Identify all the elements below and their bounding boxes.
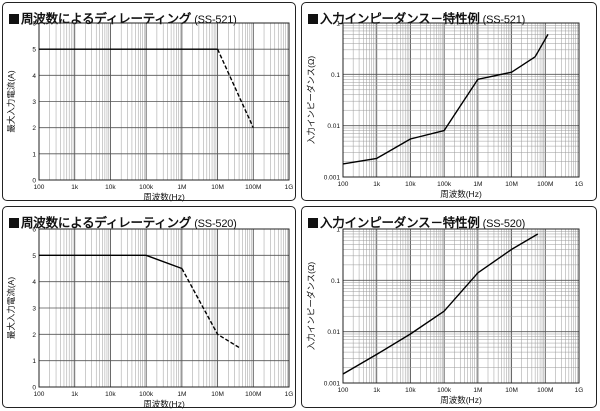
derating-chart: 100 1k 10k 100k 1M 10M 100M 1G 0 1 2 3 4 5 6 周波数(Hz) 最大入… <box>6 21 294 203</box>
y-tick-label: 1 <box>32 358 36 365</box>
y-tick-label: 0 <box>32 385 36 392</box>
impedance-chart: 100 1k 10k 100k 1M 10M 100M 1G 0.001 0.01 0.1 1 周波数(… <box>306 21 584 200</box>
chart-model: (SS-520) <box>194 218 237 230</box>
panel-derating-ss520: 周波数によるディレーティング (SS-520) 100 1k 10k 100k 1M 10M… <box>2 206 296 410</box>
y-tick-label: 1 <box>32 151 36 158</box>
x-tick-label: 100k <box>139 184 154 191</box>
y-tick-label: 0.01 <box>327 329 340 336</box>
plot-frame <box>342 22 580 178</box>
x-tick-label: 10M <box>211 391 224 398</box>
y-tick-label: 1 <box>336 21 340 28</box>
panel-impedance-ss521: 入力インピーダンス－特性例 (SS-521) 100 1k 10k 100k 1M 10M 1… <box>301 2 597 201</box>
x-tick-label: 100M <box>245 184 261 191</box>
x-tick-label: 100 <box>338 387 349 394</box>
x-tick-label: 1k <box>71 184 79 191</box>
series-line-dashed <box>181 268 240 349</box>
x-tick-label: 1G <box>285 184 294 191</box>
y-tick-label: 4 <box>32 73 36 80</box>
x-tick-label: 1M <box>177 184 186 191</box>
derating-chart: 100 1k 10k 100k 1M 10M 100M 1G 0 1 2 3 4 5 6 周波数(Hz) 最大入… <box>6 227 294 410</box>
x-tick-label: 10k <box>105 391 116 398</box>
y-tick-label: 0.1 <box>331 72 340 79</box>
x-tick-label: 1G <box>575 181 584 188</box>
y-axis-label: 最大入力電流(A) <box>6 70 16 133</box>
chart-title: 入力インピーダンス－特性例 (SS-520) <box>308 212 525 231</box>
square-bullet-icon <box>9 14 19 24</box>
y-tick-label: 6 <box>32 227 36 234</box>
x-tick-label: 1G <box>575 387 584 394</box>
y-axis-label: 入力インピーダンス(Ω) <box>306 262 316 351</box>
y-axis-label: 最大入力電流(A) <box>6 277 16 340</box>
x-tick-label: 10M <box>505 181 518 188</box>
x-axis-label: 周波数(Hz) <box>143 399 185 409</box>
chart-model: (SS-520) <box>482 218 526 230</box>
plot-frame <box>38 22 290 181</box>
y-tick-label: 2 <box>32 332 36 339</box>
y-tick-label: 5 <box>32 47 36 54</box>
y-tick-label: 0.001 <box>324 175 341 182</box>
x-tick-label: 1k <box>373 387 381 394</box>
x-tick-label: 100M <box>537 387 553 394</box>
series-line-dashed <box>216 48 254 128</box>
chart-title-text: 周波数によるディレーティング <box>21 216 192 230</box>
x-tick-label: 10M <box>505 387 518 394</box>
y-tick-label: 3 <box>32 99 36 106</box>
y-tick-label: 1 <box>336 227 340 234</box>
y-tick-label: 6 <box>32 21 36 28</box>
y-tick-label: 5 <box>32 253 36 260</box>
x-tick-label: 10k <box>405 181 416 188</box>
x-tick-label: 1G <box>285 391 294 398</box>
plot-frame <box>38 228 290 388</box>
x-tick-label: 100 <box>34 391 45 398</box>
chart-title: 周波数によるディレーティング (SS-520) <box>9 212 237 231</box>
x-axis-label: 周波数(Hz) <box>440 395 482 405</box>
x-tick-label: 100 <box>338 181 349 188</box>
x-tick-label: 10M <box>211 184 224 191</box>
y-tick-label: 0.1 <box>331 278 340 285</box>
y-tick-label: 4 <box>32 279 36 286</box>
y-tick-label: 0.001 <box>324 381 341 388</box>
x-tick-label: 1k <box>71 391 79 398</box>
x-tick-label: 100k <box>437 387 452 394</box>
x-tick-label: 10k <box>105 184 116 191</box>
y-tick-label: 0.01 <box>327 123 340 130</box>
x-tick-label: 100 <box>34 184 45 191</box>
panel-derating-ss521: 周波数によるディレーティング (SS-521) 100 1k 10k 100k 1M 10M… <box>2 2 296 203</box>
panel-impedance-ss520: 入力インピーダンス－特性例 (SS-520) 100 1k 10k 100k 1M 10M 1… <box>301 206 597 408</box>
series-line <box>342 233 539 375</box>
x-tick-label: 1k <box>373 181 381 188</box>
x-tick-label: 100M <box>245 391 261 398</box>
x-tick-label: 10k <box>405 387 416 394</box>
x-tick-label: 1M <box>473 387 482 394</box>
chart-title-text: 入力インピーダンス－特性例 <box>320 216 480 230</box>
y-tick-label: 3 <box>32 306 36 313</box>
series-line <box>342 34 549 165</box>
y-axis-label: 入力インピーダンス(Ω) <box>306 56 316 145</box>
x-axis-label: 周波数(Hz) <box>440 189 482 199</box>
y-tick-label: 2 <box>32 125 36 132</box>
x-tick-label: 100k <box>139 391 154 398</box>
x-tick-label: 100M <box>537 181 553 188</box>
square-bullet-icon <box>9 218 19 228</box>
square-bullet-icon <box>308 218 318 228</box>
x-axis-label: 周波数(Hz) <box>143 192 185 202</box>
impedance-chart: 100 1k 10k 100k 1M 10M 100M 1G 0.001 0.01 0.1 1 周波数(… <box>306 227 584 406</box>
square-bullet-icon <box>308 14 318 24</box>
x-tick-label: 1M <box>177 391 186 398</box>
x-tick-label: 1M <box>473 181 482 188</box>
y-tick-label: 0 <box>32 178 36 185</box>
series-line <box>39 254 183 270</box>
plot-frame <box>342 228 580 384</box>
x-tick-label: 100k <box>437 181 452 188</box>
